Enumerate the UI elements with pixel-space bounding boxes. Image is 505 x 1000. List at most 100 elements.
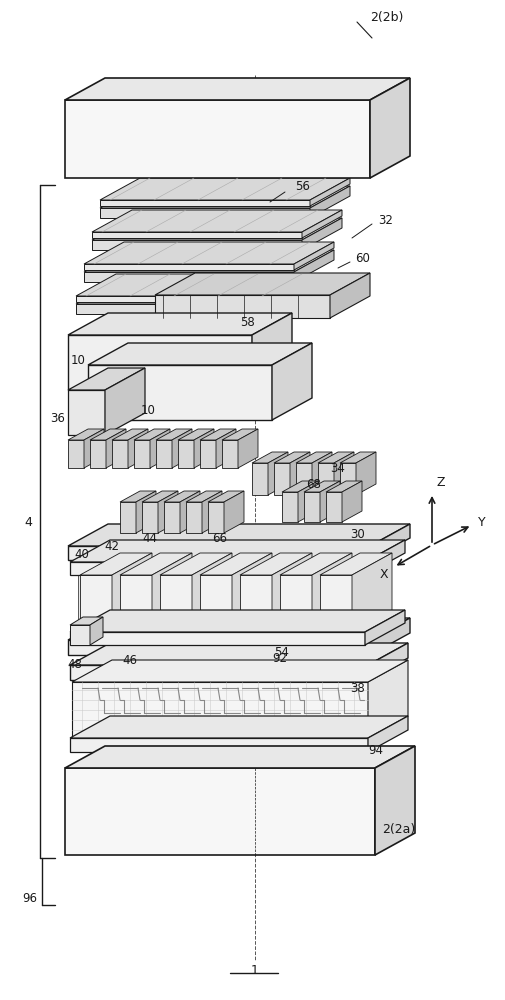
Polygon shape bbox=[272, 343, 312, 420]
Text: 40: 40 bbox=[74, 548, 89, 561]
Polygon shape bbox=[70, 610, 404, 632]
Polygon shape bbox=[112, 553, 152, 632]
Polygon shape bbox=[301, 218, 341, 250]
Polygon shape bbox=[92, 210, 341, 232]
Polygon shape bbox=[128, 554, 138, 640]
Polygon shape bbox=[65, 746, 414, 768]
Polygon shape bbox=[231, 553, 272, 632]
Polygon shape bbox=[142, 491, 178, 502]
Polygon shape bbox=[272, 553, 312, 632]
Text: 2(2a): 2(2a) bbox=[381, 823, 415, 836]
Text: 4: 4 bbox=[24, 516, 32, 528]
Text: X: X bbox=[379, 568, 387, 581]
Polygon shape bbox=[310, 186, 349, 218]
Polygon shape bbox=[254, 554, 264, 640]
Polygon shape bbox=[245, 560, 254, 640]
Polygon shape bbox=[369, 618, 409, 655]
Text: 66: 66 bbox=[212, 531, 227, 544]
Polygon shape bbox=[204, 554, 222, 560]
Polygon shape bbox=[216, 429, 235, 468]
Polygon shape bbox=[86, 554, 96, 640]
Polygon shape bbox=[367, 716, 407, 752]
Polygon shape bbox=[199, 440, 216, 468]
Polygon shape bbox=[162, 560, 170, 640]
Polygon shape bbox=[199, 429, 235, 440]
Polygon shape bbox=[287, 560, 295, 640]
Polygon shape bbox=[70, 617, 103, 625]
Polygon shape bbox=[90, 440, 106, 468]
Polygon shape bbox=[224, 491, 243, 533]
Text: 32: 32 bbox=[377, 214, 392, 227]
Polygon shape bbox=[70, 540, 404, 562]
Polygon shape bbox=[297, 481, 317, 522]
Polygon shape bbox=[120, 553, 191, 575]
Polygon shape bbox=[70, 625, 90, 645]
Text: 38: 38 bbox=[350, 682, 365, 694]
Polygon shape bbox=[68, 546, 369, 560]
Polygon shape bbox=[84, 242, 333, 264]
Polygon shape bbox=[295, 452, 331, 463]
Polygon shape bbox=[136, 491, 156, 533]
Polygon shape bbox=[364, 610, 404, 645]
Polygon shape bbox=[84, 264, 293, 270]
Polygon shape bbox=[68, 640, 369, 655]
Text: 10: 10 bbox=[140, 403, 155, 416]
Polygon shape bbox=[339, 463, 356, 495]
Polygon shape bbox=[333, 452, 354, 495]
Polygon shape bbox=[68, 368, 145, 390]
Polygon shape bbox=[208, 502, 224, 533]
Polygon shape bbox=[76, 304, 285, 314]
Polygon shape bbox=[70, 738, 367, 752]
Text: 34: 34 bbox=[330, 462, 345, 475]
Polygon shape bbox=[180, 491, 199, 533]
Polygon shape bbox=[100, 200, 310, 206]
Polygon shape bbox=[251, 313, 291, 390]
Polygon shape bbox=[134, 440, 149, 468]
Polygon shape bbox=[329, 560, 337, 640]
Polygon shape bbox=[287, 554, 306, 560]
Polygon shape bbox=[84, 272, 293, 282]
Polygon shape bbox=[186, 491, 222, 502]
Polygon shape bbox=[120, 502, 136, 533]
Polygon shape bbox=[84, 429, 104, 468]
Polygon shape bbox=[367, 643, 407, 680]
Polygon shape bbox=[112, 429, 147, 440]
Polygon shape bbox=[364, 540, 404, 575]
Polygon shape bbox=[325, 492, 341, 522]
Polygon shape bbox=[152, 553, 191, 632]
Text: 2(2b): 2(2b) bbox=[369, 11, 402, 24]
Polygon shape bbox=[162, 554, 180, 560]
Polygon shape bbox=[90, 617, 103, 645]
Polygon shape bbox=[128, 429, 147, 468]
Polygon shape bbox=[68, 313, 291, 335]
Polygon shape bbox=[120, 560, 128, 640]
Polygon shape bbox=[204, 560, 212, 640]
Polygon shape bbox=[351, 553, 391, 632]
Polygon shape bbox=[178, 440, 193, 468]
Polygon shape bbox=[92, 240, 301, 250]
Polygon shape bbox=[239, 553, 312, 575]
Polygon shape bbox=[70, 643, 407, 665]
Text: 1: 1 bbox=[250, 963, 259, 976]
Polygon shape bbox=[329, 554, 347, 560]
Polygon shape bbox=[317, 452, 353, 463]
Text: 48: 48 bbox=[68, 658, 82, 672]
Polygon shape bbox=[65, 78, 409, 100]
Polygon shape bbox=[90, 429, 126, 440]
Polygon shape bbox=[68, 429, 104, 440]
Polygon shape bbox=[158, 491, 178, 533]
Polygon shape bbox=[325, 481, 361, 492]
Polygon shape bbox=[312, 452, 331, 495]
Polygon shape bbox=[72, 660, 407, 682]
Polygon shape bbox=[100, 208, 310, 218]
Text: 46: 46 bbox=[122, 654, 137, 666]
Polygon shape bbox=[164, 491, 199, 502]
Polygon shape bbox=[178, 429, 214, 440]
Polygon shape bbox=[356, 452, 375, 495]
Polygon shape bbox=[88, 343, 312, 365]
Polygon shape bbox=[295, 554, 306, 640]
Polygon shape bbox=[285, 282, 325, 314]
Polygon shape bbox=[84, 250, 333, 272]
Polygon shape bbox=[319, 553, 391, 575]
Polygon shape bbox=[65, 768, 374, 855]
